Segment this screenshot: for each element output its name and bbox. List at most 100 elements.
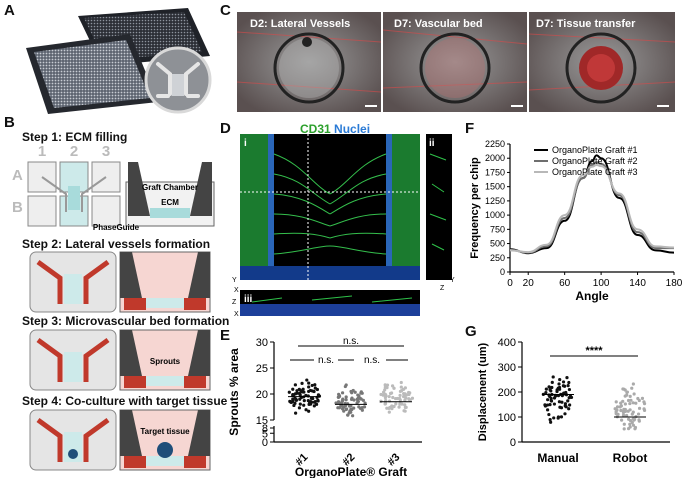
e-point <box>341 397 345 401</box>
f-ytick-label: 500 <box>490 239 505 249</box>
g-point <box>625 413 629 418</box>
f-ytick-label: 2000 <box>485 153 505 163</box>
e-point <box>340 391 345 395</box>
e-point <box>357 396 361 400</box>
g-point <box>549 399 554 403</box>
chart-f: 0 250 500 750 1000 1250 1500 1750 2000 2250 0 20 60 1… <box>470 139 682 303</box>
g-point <box>631 401 635 405</box>
e-point <box>352 406 356 410</box>
e-point <box>381 390 386 394</box>
f-legend-label: OrganoPlate Graft #1 <box>552 145 638 155</box>
e-point <box>316 399 320 403</box>
e-ns-label: n.s. <box>343 336 359 347</box>
e-point <box>343 384 347 389</box>
panel-label-e: E <box>220 327 231 344</box>
g-point <box>636 412 641 416</box>
panel-label-c: C <box>220 2 231 19</box>
col-label-1: 1 <box>38 143 46 160</box>
g-point <box>557 400 562 404</box>
g-point <box>551 375 555 379</box>
g-point <box>636 396 640 401</box>
e-point <box>308 388 313 393</box>
g-point <box>615 405 620 409</box>
e-point <box>385 385 389 390</box>
g-point <box>546 408 550 412</box>
e-ns-label: n.s. <box>318 355 334 366</box>
g-point <box>634 401 638 405</box>
e-point <box>410 396 415 400</box>
g-point <box>548 388 552 392</box>
f-legend-label: OrganoPlate Graft #2 <box>552 156 638 166</box>
g-point <box>546 398 550 402</box>
g-point <box>559 415 564 419</box>
e-point <box>390 384 395 388</box>
g-point <box>632 392 636 396</box>
e-ytick-label: 0 <box>262 437 268 449</box>
e-point <box>309 396 314 400</box>
g-point <box>633 417 637 421</box>
g-point <box>557 382 561 386</box>
g-point <box>544 387 548 391</box>
panel-c-title-2: D7: Vascular bed <box>394 18 483 30</box>
g-point <box>640 396 645 400</box>
e-point <box>307 409 311 413</box>
g-point <box>549 420 553 424</box>
axis-iii-z: Z <box>232 299 237 306</box>
e-point <box>293 383 297 387</box>
e-point <box>351 414 355 418</box>
e-point <box>399 380 403 385</box>
e-point <box>357 394 361 398</box>
f-xtick-label: 180 <box>666 278 682 289</box>
e-point <box>349 389 353 394</box>
g-point <box>561 384 566 388</box>
e-point <box>344 395 348 399</box>
g-point <box>642 400 646 404</box>
g-ytick-label: 200 <box>498 387 516 399</box>
g-point <box>544 391 548 395</box>
e-ytick-label: 20 <box>256 389 268 401</box>
e-point <box>297 387 301 391</box>
g-point <box>622 427 626 431</box>
g-point <box>567 396 571 400</box>
g-sig-label: **** <box>585 345 603 357</box>
e-point <box>400 402 404 406</box>
e-point <box>385 383 390 387</box>
g-point <box>618 405 622 409</box>
g-point <box>637 419 641 423</box>
g-point <box>569 395 574 400</box>
e-point <box>407 390 411 395</box>
panel-c-images <box>236 12 676 112</box>
e-point <box>337 394 342 398</box>
e-point <box>289 400 293 404</box>
step1-schematic: 1 2 3 A B Graft Chamber ECM PhaseGuide <box>12 143 215 232</box>
axis-ii-z: Z <box>440 285 445 292</box>
g-point <box>626 398 631 403</box>
g-point <box>547 412 551 417</box>
e-point <box>297 406 302 410</box>
g-point <box>619 408 623 413</box>
g-point <box>629 398 633 402</box>
f-xtick-label: 100 <box>593 278 610 289</box>
f-xlabel: Angle <box>575 289 609 303</box>
e-point <box>349 410 353 414</box>
g-ytick-label: 0 <box>510 437 516 449</box>
g-point <box>614 400 618 404</box>
axis-i-y: Y <box>232 277 237 284</box>
panel-c-micrographs <box>236 12 676 112</box>
g-point <box>628 408 632 412</box>
e-point <box>345 407 349 411</box>
e-point <box>383 402 387 406</box>
e-ytick-label: 15 <box>256 415 268 427</box>
g-point <box>628 394 632 398</box>
e-point <box>403 405 407 410</box>
g-point <box>556 386 561 390</box>
g-point <box>563 412 567 416</box>
axis-iii-x: X <box>234 311 239 318</box>
f-xtick-label: 140 <box>629 278 646 289</box>
e-point <box>308 401 312 405</box>
e-ytick-label: 5 <box>262 428 268 440</box>
g-point <box>567 387 572 392</box>
e-point <box>352 398 356 402</box>
e-point <box>340 407 345 411</box>
